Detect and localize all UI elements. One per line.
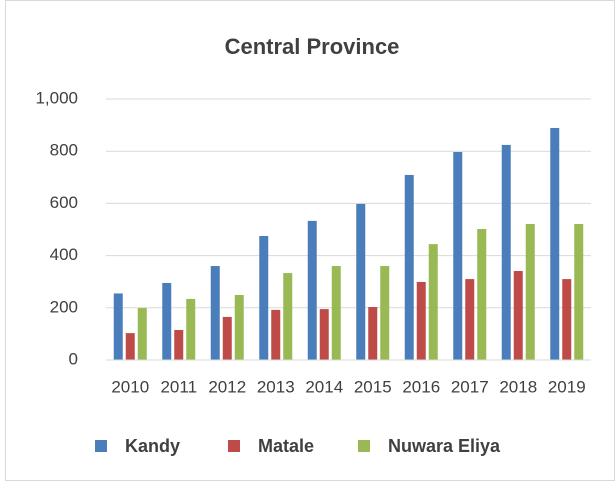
legend-label: Matale bbox=[258, 436, 314, 456]
bar bbox=[259, 236, 269, 360]
legend-label: Nuwara Eliya bbox=[388, 436, 501, 456]
x-tick-label: 2019 bbox=[548, 377, 586, 396]
bar bbox=[513, 270, 523, 360]
legend-swatch bbox=[228, 440, 240, 452]
y-tick-label: 800 bbox=[50, 141, 78, 160]
x-tick-label: 2013 bbox=[257, 377, 295, 396]
x-tick-label: 2011 bbox=[160, 377, 197, 396]
x-tick-label: 2012 bbox=[208, 377, 246, 396]
y-tick-label: 1,000 bbox=[35, 88, 78, 107]
bar bbox=[562, 279, 572, 360]
x-tick-label: 2014 bbox=[305, 377, 343, 396]
bar bbox=[307, 220, 317, 360]
bar bbox=[162, 283, 172, 360]
bar bbox=[186, 298, 196, 360]
bar bbox=[356, 203, 366, 360]
bar bbox=[501, 144, 511, 360]
bar bbox=[465, 279, 475, 360]
bar bbox=[428, 244, 438, 360]
bar bbox=[404, 174, 414, 360]
x-tick-label: 2016 bbox=[402, 377, 440, 396]
bar bbox=[125, 333, 135, 360]
bar bbox=[113, 293, 123, 360]
x-tick-label: 2010 bbox=[111, 377, 149, 396]
bar bbox=[137, 308, 147, 360]
bar bbox=[525, 224, 535, 360]
x-tick-label: 2015 bbox=[354, 377, 392, 396]
bar bbox=[416, 281, 426, 360]
bar bbox=[210, 266, 220, 360]
bar bbox=[331, 266, 341, 360]
x-tick-label: 2017 bbox=[451, 377, 489, 396]
y-tick-label: 200 bbox=[50, 297, 78, 316]
bar bbox=[319, 309, 329, 360]
chart-title: Central Province bbox=[225, 34, 400, 59]
bar bbox=[368, 307, 378, 360]
bar bbox=[477, 228, 487, 360]
y-tick-label: 0 bbox=[69, 349, 78, 368]
y-tick-label: 400 bbox=[50, 245, 78, 264]
bar bbox=[453, 151, 463, 360]
bar bbox=[222, 316, 232, 360]
bar bbox=[174, 329, 184, 360]
bar bbox=[234, 295, 244, 360]
bar bbox=[550, 127, 560, 360]
legend-swatch bbox=[95, 440, 107, 452]
legend-label: Kandy bbox=[125, 436, 180, 456]
y-tick-label: 600 bbox=[50, 193, 78, 212]
x-tick-label: 2018 bbox=[499, 377, 537, 396]
legend-swatch bbox=[358, 440, 370, 452]
bar bbox=[380, 266, 390, 360]
bar bbox=[283, 273, 293, 360]
bar bbox=[574, 224, 584, 360]
bar bbox=[271, 309, 281, 360]
